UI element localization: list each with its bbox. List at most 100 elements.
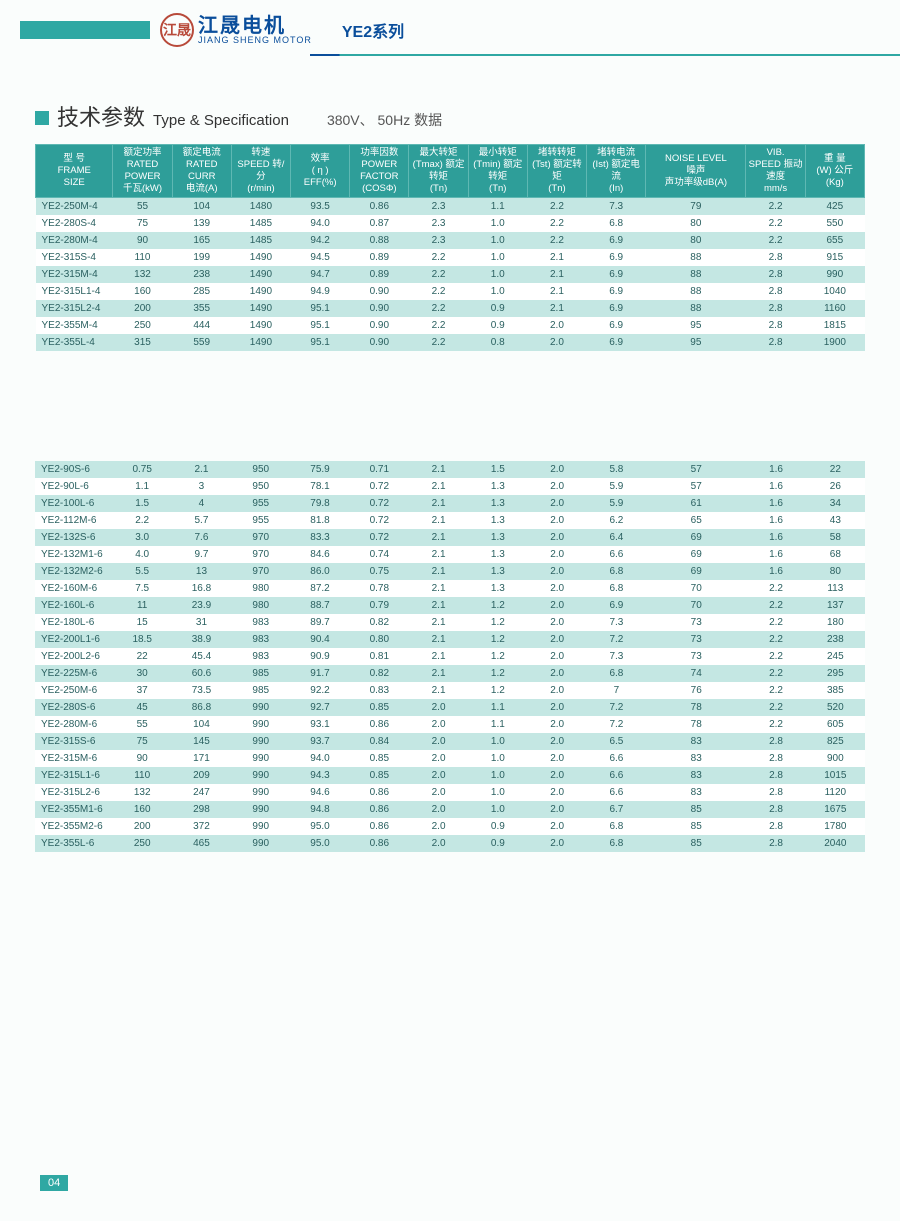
table-cell: 520 — [806, 699, 865, 716]
table-cell: 980 — [231, 580, 290, 597]
column-header: 型 号FRAMESIZE — [36, 145, 113, 198]
table-cell: 2.1 — [409, 597, 468, 614]
column-header: 转速SPEED 转/分(r/min) — [231, 145, 290, 198]
table-cell: 88 — [646, 266, 746, 283]
table-cell: 990 — [231, 767, 290, 784]
table-cell: 70 — [646, 597, 746, 614]
table-cell: 88 — [646, 300, 746, 317]
table-cell: 0.88 — [350, 232, 409, 249]
table-cell: 2.1 — [409, 461, 468, 478]
table-cell: 94.9 — [291, 283, 350, 300]
table-cell: 0.9 — [468, 317, 527, 334]
table-cell: 1.6 — [746, 495, 805, 512]
column-header: 堵转转矩(Tst) 额定转矩(Tn) — [527, 145, 586, 198]
column-header: 最大转矩(Tmax) 额定转矩(Tn) — [409, 145, 468, 198]
table-cell: YE2-355L-4 — [36, 334, 113, 351]
table-cell: 0.87 — [350, 215, 409, 232]
table-cell: 75.9 — [290, 461, 349, 478]
table-cell: 199 — [172, 249, 231, 266]
table-cell: 0.71 — [350, 461, 409, 478]
table-cell: 1120 — [806, 784, 865, 801]
table-cell: 1.0 — [468, 283, 527, 300]
table-cell: 2.3 — [409, 197, 468, 215]
table-cell: 2.2 — [746, 665, 805, 682]
table-cell: 985 — [231, 682, 290, 699]
table-cell: 78 — [646, 699, 746, 716]
table-cell: 2.8 — [746, 283, 805, 300]
table-cell: 2.1 — [409, 665, 468, 682]
table-cell: 2.0 — [528, 512, 587, 529]
logo-en: JIANG SHENG MOTOR — [198, 36, 312, 45]
table-cell: 6.9 — [587, 283, 646, 300]
table-cell: 0.9 — [468, 300, 527, 317]
table-cell: 94.7 — [291, 266, 350, 283]
table-cell: 2.0 — [528, 648, 587, 665]
table-cell: 2.2 — [113, 512, 172, 529]
table-cell: 6.9 — [587, 317, 646, 334]
table-cell: 1490 — [231, 266, 290, 283]
section-title: 技术参数 Type & Specification 380V、 50Hz 数据 — [35, 100, 865, 132]
table-cell: 1.3 — [468, 529, 527, 546]
table-cell: 7.2 — [587, 716, 646, 733]
table-cell: 1.0 — [468, 232, 527, 249]
table-cell: 2.2 — [746, 614, 805, 631]
table-cell: 2.0 — [528, 733, 587, 750]
table-row: YE2-315M-4132238149094.70.892.21.02.16.9… — [36, 266, 865, 283]
table-cell: 2.2 — [409, 300, 468, 317]
table-cell: 6.8 — [587, 818, 646, 835]
table-cell: 15 — [113, 614, 172, 631]
table-cell: 171 — [172, 750, 231, 767]
table-cell: 1160 — [805, 300, 864, 317]
table-cell: 88 — [646, 283, 746, 300]
table-cell: 985 — [231, 665, 290, 682]
table-cell: 84.6 — [290, 546, 349, 563]
table-cell: 95 — [646, 334, 746, 351]
table-cell: 94.0 — [291, 215, 350, 232]
table-cell: 238 — [806, 631, 865, 648]
table-cell: 0.81 — [350, 648, 409, 665]
table-cell: 2.0 — [528, 563, 587, 580]
table-cell: 295 — [806, 665, 865, 682]
table-cell: YE2-132M2-6 — [35, 563, 113, 580]
table-cell: 11 — [113, 597, 172, 614]
table-cell: 2.1 — [409, 478, 468, 495]
table-cell: 200 — [113, 300, 172, 317]
table-cell: 2.0 — [528, 767, 587, 784]
table-cell: 425 — [805, 197, 864, 215]
table-cell: 2.1 — [409, 682, 468, 699]
table-cell: 2.0 — [528, 631, 587, 648]
table-cell: 6.8 — [587, 563, 646, 580]
table-cell: 2.1 — [527, 283, 586, 300]
table-cell: 0.72 — [350, 529, 409, 546]
table-cell: 31 — [172, 614, 231, 631]
table-cell: 9.7 — [172, 546, 231, 563]
table-cell: 132 — [113, 266, 172, 283]
table-cell: 1.2 — [468, 631, 527, 648]
table-cell: 75 — [113, 215, 172, 232]
table-row: YE2-100L-61.5495579.80.722.11.32.05.9611… — [35, 495, 865, 512]
table-cell: 1.0 — [468, 733, 527, 750]
table-cell: 1.6 — [746, 478, 805, 495]
table-cell: 6.9 — [587, 334, 646, 351]
table-cell: 6.5 — [587, 733, 646, 750]
table-cell: 0.85 — [350, 767, 409, 784]
table-cell: 1.5 — [113, 495, 172, 512]
table-cell: 0.75 — [350, 563, 409, 580]
table-cell: 73 — [646, 648, 746, 665]
table-cell: 83 — [646, 750, 746, 767]
table-cell: 2.2 — [409, 266, 468, 283]
table-cell: 69 — [646, 563, 746, 580]
table-cell: YE2-112M-6 — [35, 512, 113, 529]
table-cell: 85 — [646, 835, 746, 852]
table-cell: 2.0 — [528, 546, 587, 563]
table-cell: 90.4 — [290, 631, 349, 648]
table-cell: 86.8 — [172, 699, 231, 716]
table-cell: 7.3 — [587, 614, 646, 631]
table-cell: 2.8 — [746, 317, 805, 334]
table-cell: 250 — [113, 835, 172, 852]
table-cell: YE2-355M2-6 — [35, 818, 113, 835]
table-cell: 75 — [113, 733, 172, 750]
table-cell: 1.6 — [746, 563, 805, 580]
table-cell: 2.0 — [528, 614, 587, 631]
table-cell: 1780 — [806, 818, 865, 835]
